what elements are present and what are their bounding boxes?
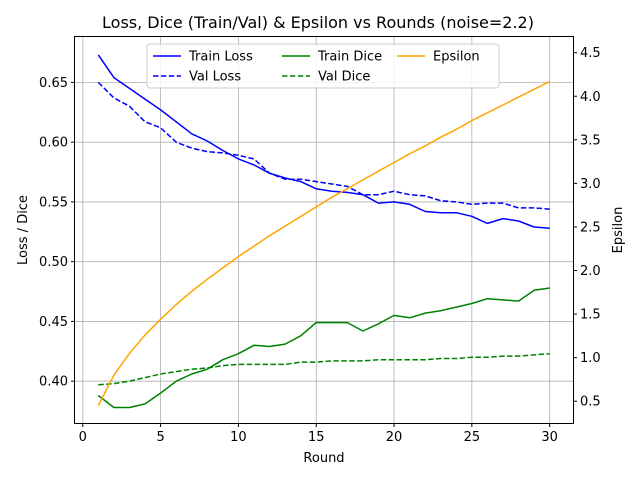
legend-box	[146, 43, 500, 89]
y-left-tick-label: 0.55	[39, 195, 68, 210]
legend: Train Loss Val Loss Train Dice Val Dice Epsi…	[146, 43, 500, 89]
y-right-tick-label: 2.5	[580, 220, 601, 235]
plot-frame	[74, 36, 574, 424]
x-tick-label: 15	[308, 430, 325, 445]
x-tick-label: 5	[156, 430, 164, 445]
series-layer	[97, 54, 551, 409]
val-loss-line	[97, 81, 550, 210]
y-right-tick-label: 1.5	[580, 308, 601, 323]
y-right-axis-title: Epsilon	[611, 207, 626, 254]
y-right-tick-label: 4.5	[580, 46, 601, 61]
chart-title: Loss, Dice (Train/Val) & Epsilon vs Roun…	[102, 13, 534, 32]
y-left-tick-label: 0.45	[39, 315, 68, 330]
y-right-tick-label: 2.0	[580, 264, 601, 279]
legend-label-epsilon: Epsilon	[433, 50, 480, 65]
train-dice-line	[97, 287, 550, 409]
legend-label-train-dice: Train Dice	[317, 50, 382, 65]
x-tick-label: 20	[386, 430, 403, 445]
x-tick-label: 10	[230, 430, 247, 445]
y-left-tick-label: 0.65	[39, 76, 68, 91]
axes: 0 5 10 15 20 25 30 0.40 0.45 0.50 0.55 0.60 0.65 0.5 1…	[39, 46, 601, 445]
y-right-tick-label: 1.0	[580, 351, 601, 366]
x-axis-title: Round	[303, 451, 344, 466]
legend-label-val-loss: Val Loss	[189, 70, 241, 85]
x-tick-label: 25	[464, 430, 481, 445]
legend-label-val-dice: Val Dice	[318, 70, 370, 85]
y-right-tick-label: 0.5	[580, 395, 601, 410]
x-tick-label: 0	[79, 430, 87, 445]
val-dice-line	[98, 352, 550, 386]
y-left-tick-label: 0.40	[39, 375, 68, 390]
train-loss-line	[97, 54, 550, 229]
legend-label-train-loss: Train Loss	[188, 50, 253, 65]
epsilon-line	[97, 80, 551, 406]
y-right-tick-label: 3.5	[580, 133, 601, 148]
x-tick-label: 30	[541, 430, 558, 445]
y-left-tick-label: 0.60	[39, 136, 68, 151]
y-right-tick-label: 3.0	[580, 177, 601, 192]
y-right-tick-label: 4.0	[580, 90, 601, 105]
y-left-axis-title: Loss / Dice	[16, 195, 31, 265]
grid	[75, 37, 573, 423]
y-left-tick-label: 0.50	[39, 255, 68, 270]
